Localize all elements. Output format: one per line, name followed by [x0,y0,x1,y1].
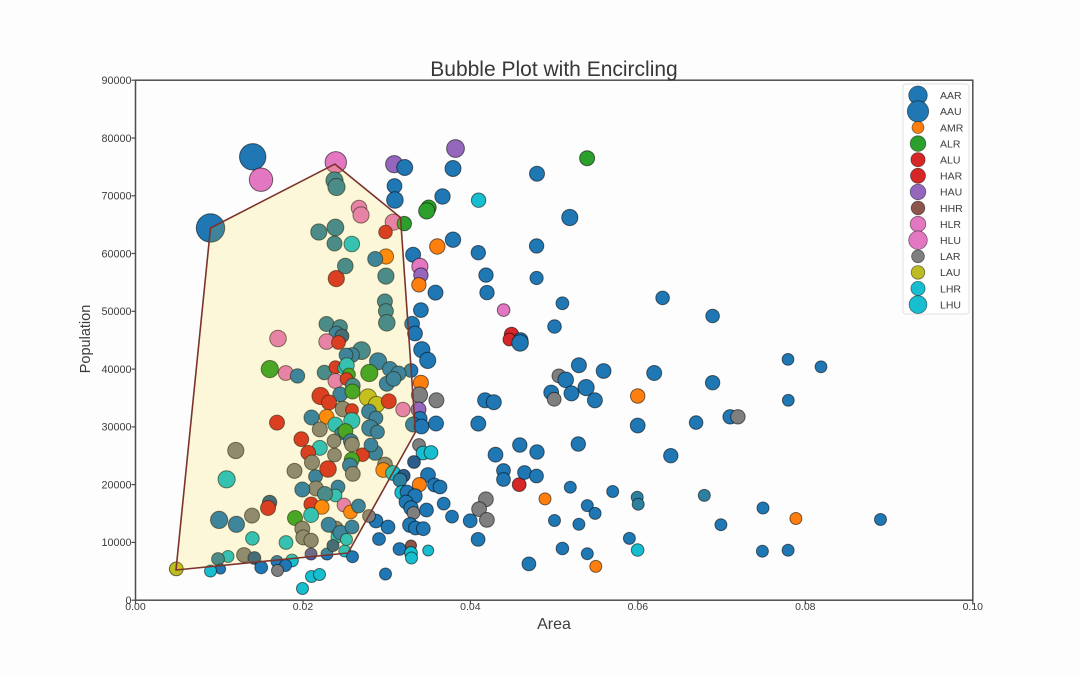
svg-text:30000: 30000 [101,422,131,434]
svg-text:LAU: LAU [940,267,960,279]
svg-text:10000: 10000 [101,537,131,549]
svg-text:HAU: HAU [940,187,962,199]
svg-text:LAR: LAR [940,251,961,263]
svg-text:Population: Population [78,305,94,374]
svg-text:0.02: 0.02 [293,601,314,613]
svg-text:HHR: HHR [940,203,963,215]
svg-text:0: 0 [125,595,131,607]
svg-text:80000: 80000 [101,133,131,145]
svg-text:Area: Area [537,616,571,633]
svg-text:20000: 20000 [101,479,131,491]
svg-text:0.04: 0.04 [460,601,481,613]
svg-text:50000: 50000 [101,306,131,318]
svg-text:AMR: AMR [940,122,964,134]
svg-text:ALR: ALR [940,138,961,150]
svg-text:ALU: ALU [940,155,960,167]
svg-text:0.08: 0.08 [795,601,816,613]
svg-text:90000: 90000 [101,75,131,87]
svg-text:70000: 70000 [101,191,131,203]
svg-text:AAR: AAR [940,90,962,102]
svg-text:HAR: HAR [940,171,963,183]
svg-text:60000: 60000 [101,248,131,260]
svg-text:0.00: 0.00 [125,601,146,613]
svg-text:LHR: LHR [940,283,961,295]
svg-text:40000: 40000 [101,364,131,376]
svg-text:AAU: AAU [940,106,962,118]
svg-text:0.06: 0.06 [628,601,649,613]
svg-text:0.10: 0.10 [963,601,984,613]
svg-text:LHU: LHU [940,299,961,311]
svg-text:HLR: HLR [940,219,961,231]
svg-text:HLU: HLU [940,235,961,247]
svg-text:Bubble Plot with Encircling: Bubble Plot with Encircling [430,58,677,81]
